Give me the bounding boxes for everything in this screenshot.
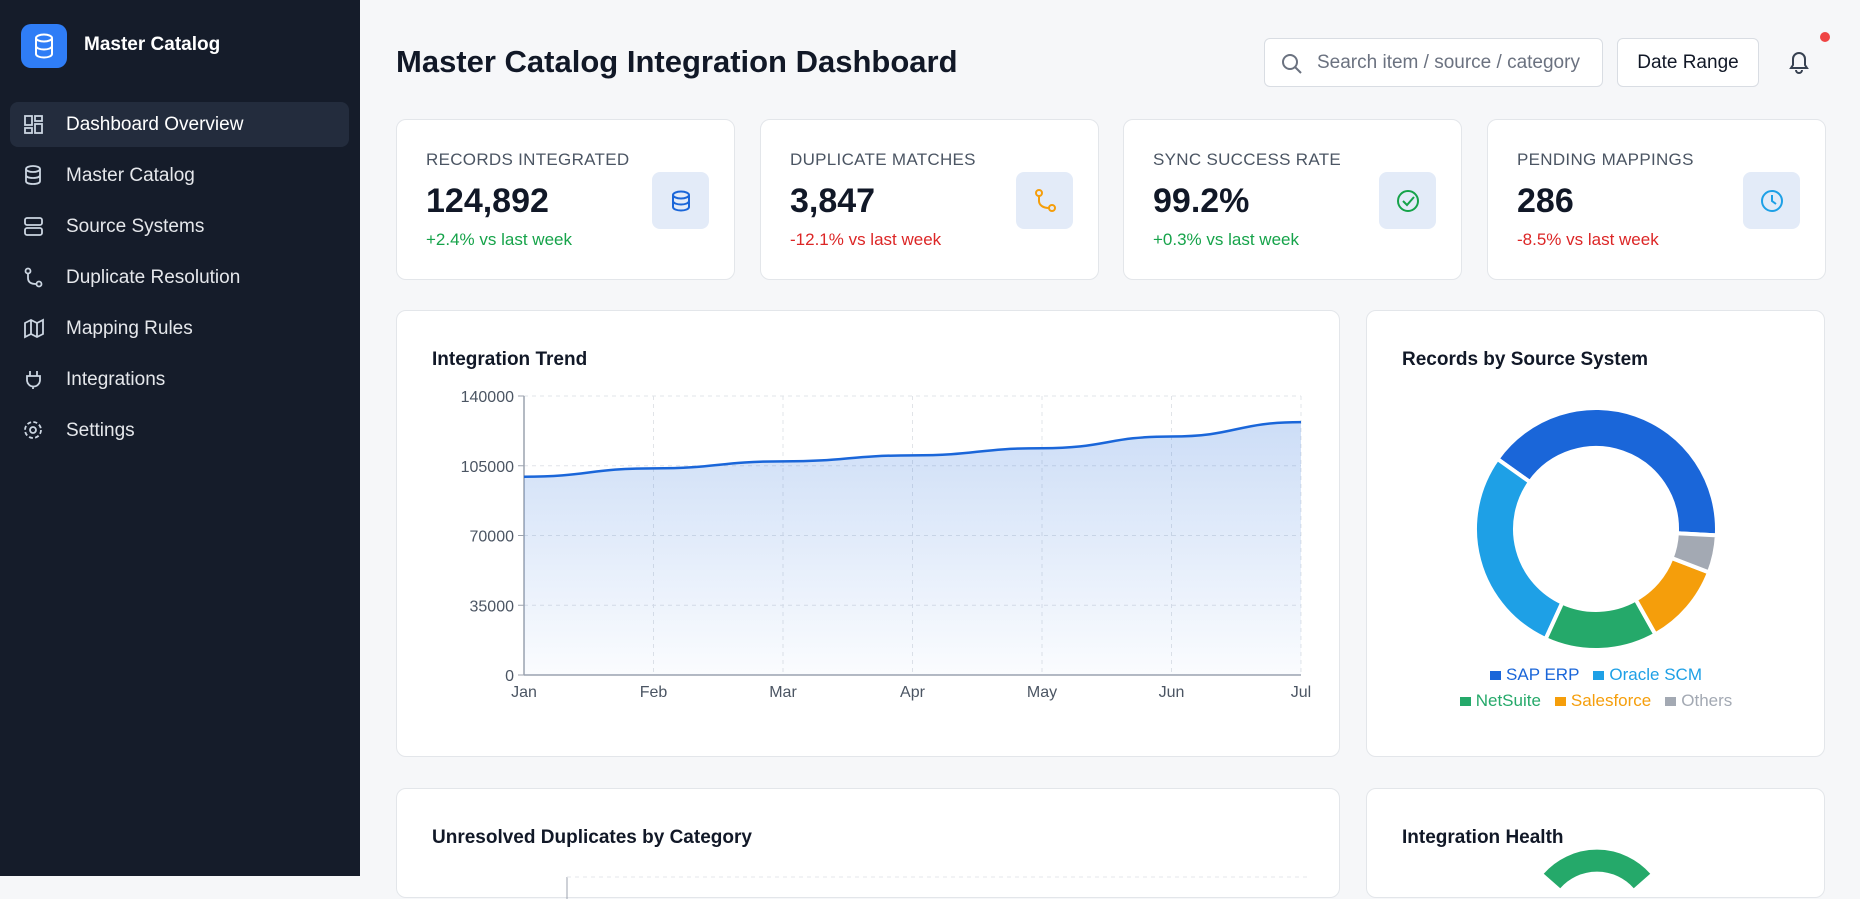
y-tick-label: 0 — [505, 668, 514, 685]
kpi-label: PENDING MAPPINGS — [1517, 150, 1694, 169]
legend-label: Salesforce — [1570, 691, 1652, 710]
nav-label: Master Catalog — [66, 164, 195, 186]
legend-swatch — [1459, 697, 1471, 706]
kpi-label: DUPLICATE MATCHES — [790, 150, 976, 169]
x-tick-label: Jun — [1159, 684, 1185, 701]
legend-label: NetSuite — [1475, 691, 1541, 710]
legend-label: Others — [1681, 691, 1733, 710]
kpi-card: PENDING MAPPINGS 286 -8.5% vs last week — [1487, 119, 1826, 280]
donut-chart: Records by Source System — [1402, 349, 1719, 652]
legend-swatch — [1490, 671, 1502, 680]
kpi-delta: +2.4% vs last week — [426, 230, 572, 249]
kpi-card: RECORDS INTEGRATED 124,892 +2.4% vs last w… — [396, 119, 735, 280]
kpi-value: 99.2% — [1153, 182, 1250, 220]
legend-item[interactable]: NetSuite — [1459, 691, 1541, 711]
nav-label: Dashboard Overview — [66, 113, 244, 135]
sidebar: Master Catalog Dashboard Overview Master … — [0, 0, 360, 876]
kpi-label: RECORDS INTEGRATED — [426, 150, 630, 169]
kpi-icon — [1379, 172, 1436, 229]
area — [524, 422, 1301, 675]
kpi-icon — [1743, 172, 1800, 229]
page-title: Master Catalog Integration Dashboard — [396, 44, 958, 79]
legend-swatch — [1554, 697, 1566, 706]
source-card: Records by Source System — [1366, 310, 1825, 757]
search-placeholder: Search item / source / category — [1317, 52, 1580, 73]
y-tick-label: 35000 — [470, 598, 515, 615]
nav-label: Integrations — [66, 368, 166, 390]
kpi-delta: +0.3% vs last week — [1153, 230, 1299, 249]
legend-swatch — [1593, 671, 1605, 680]
line-chart: Integration Trend 0 35000 70000 105000 140000… — [432, 349, 1311, 701]
kpi-card: SYNC SUCCESS RATE 99.2% +0.3% vs last week — [1123, 119, 1462, 280]
nav-item[interactable]: Mapping Rules — [10, 306, 349, 351]
kpi-delta: -12.1% vs last week — [790, 230, 942, 249]
chart-title: Records by Source System — [1402, 349, 1648, 370]
nav-label: Source Systems — [66, 215, 205, 237]
nav-item[interactable]: Settings — [10, 408, 349, 453]
kpi-delta: -8.5% vs last week — [1517, 230, 1659, 249]
nav-label: Duplicate Resolution — [66, 266, 241, 288]
x-tick-label: Feb — [640, 684, 668, 701]
kpi-value: 286 — [1517, 182, 1574, 220]
donut-slice — [1669, 531, 1719, 575]
legend-label: SAP ERP — [1506, 665, 1580, 684]
x-tick-label: Jul — [1291, 684, 1311, 701]
logo — [21, 24, 67, 68]
health-card: Integration Health — [1366, 788, 1825, 898]
notification-dot — [1820, 32, 1830, 42]
x-tick-label: Mar — [769, 684, 797, 701]
kpi-icon — [652, 172, 709, 229]
x-tick-label: May — [1027, 684, 1057, 701]
y-tick-label: 105000 — [461, 459, 514, 476]
legend-item[interactable]: Salesforce — [1554, 691, 1652, 711]
y-tick-label: 70000 — [470, 529, 515, 546]
legend-swatch — [1665, 697, 1677, 706]
nav-item[interactable]: Source Systems — [10, 204, 349, 249]
nav-label: Mapping Rules — [66, 317, 193, 339]
nav-item[interactable]: Duplicate Resolution — [10, 255, 349, 300]
legend-item[interactable]: Oracle SCM — [1593, 665, 1702, 685]
x-tick-label: Apr — [900, 684, 926, 701]
legend: SAP ERP Oracle SCM NetSuite Salesforce Other… — [1456, 665, 1736, 711]
kpi-value: 3,847 — [790, 182, 876, 220]
kpi-value: 124,892 — [426, 182, 549, 220]
kpi-label: SYNC SUCCESS RATE — [1153, 150, 1342, 169]
x-tick-label: Jan — [511, 684, 537, 701]
y-tick-label: 140000 — [461, 389, 514, 406]
donut-slice — [1473, 456, 1565, 642]
panel-title: Unresolved Duplicates by Category — [432, 827, 752, 848]
nav-item[interactable]: Integrations — [10, 357, 349, 402]
brand: Master Catalog — [84, 34, 221, 55]
duplicates-card: Unresolved Duplicates by Category — [396, 788, 1340, 899]
legend-item[interactable]: SAP ERP — [1490, 665, 1579, 685]
search-input[interactable]: Search item / source / category — [1264, 38, 1603, 87]
panel-title: Integration Health — [1402, 827, 1564, 848]
nav-item[interactable]: Dashboard Overview — [10, 102, 349, 147]
kpi-card: DUPLICATE MATCHES 3,847 -12.1% vs last wee… — [760, 119, 1099, 280]
date-range-button[interactable]: Date Range — [1617, 38, 1759, 87]
kpi-icon — [1016, 172, 1073, 229]
chart-title: Integration Trend — [432, 349, 587, 370]
legend-label: Oracle SCM — [1609, 665, 1702, 684]
donut-slice — [1494, 406, 1719, 538]
legend-item[interactable]: Others — [1665, 691, 1732, 711]
nav-item[interactable]: Master Catalog — [10, 153, 349, 198]
nav-label: Settings — [66, 419, 135, 441]
line — [523, 420, 1302, 478]
trend-card: Integration Trend 0 35000 70000 105000 140000… — [396, 310, 1340, 757]
notifications-button[interactable] — [1784, 48, 1834, 78]
